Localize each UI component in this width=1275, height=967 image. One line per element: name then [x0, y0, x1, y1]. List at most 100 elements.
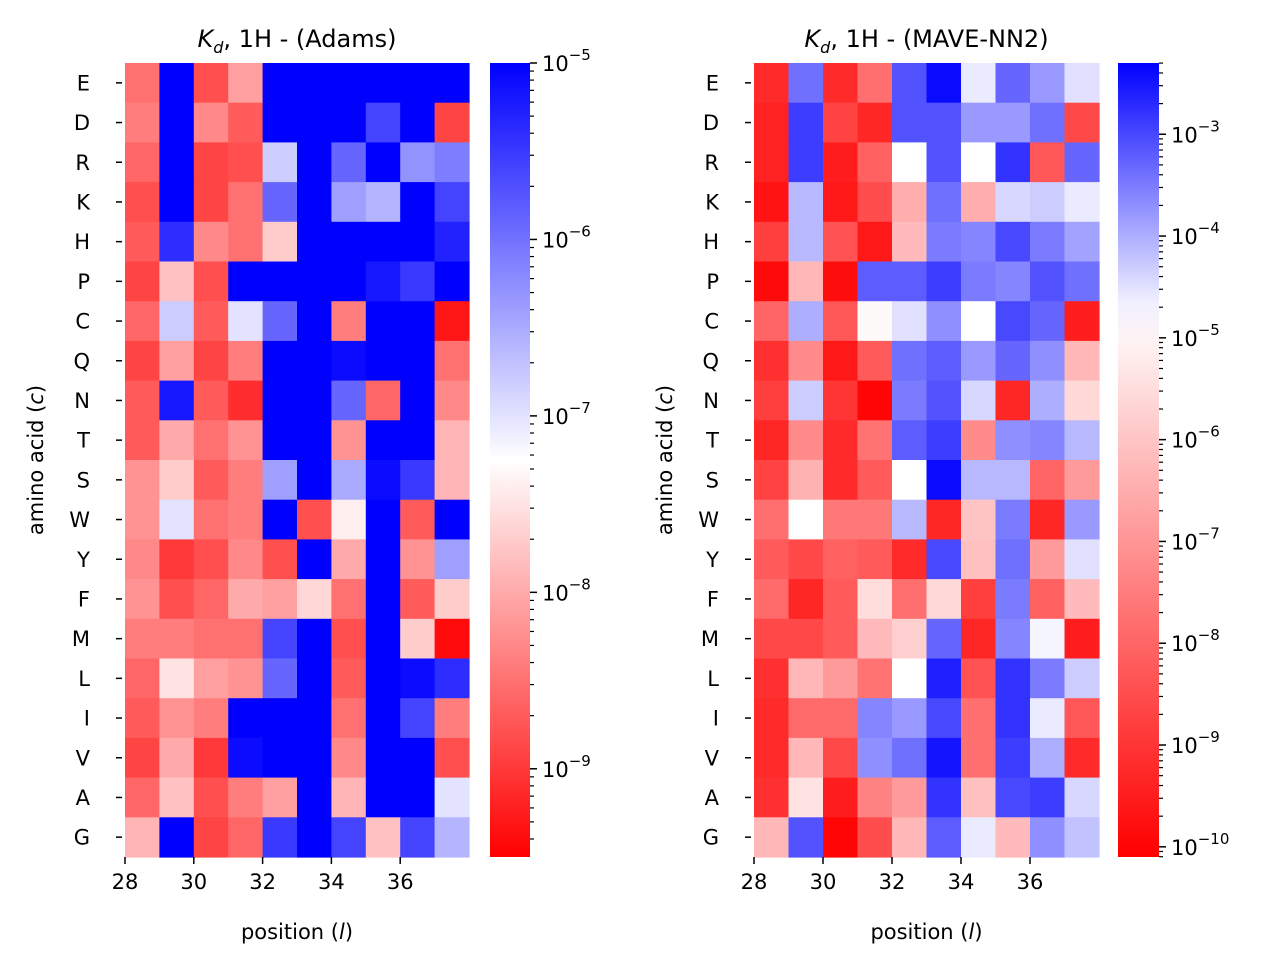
y-tick-label: M: [72, 627, 90, 651]
heatmap-cell: [1064, 63, 1100, 104]
heatmap-cell: [159, 777, 195, 818]
heatmap-cell: [400, 142, 436, 183]
heatmap-cell: [434, 499, 470, 540]
y-tick-label: D: [74, 111, 90, 135]
heatmap-cell: [434, 102, 470, 143]
heatmap-cell: [262, 63, 298, 104]
heatmap-cell: [1064, 142, 1100, 183]
heatmap-cell: [754, 460, 790, 501]
heatmap-cell: [262, 221, 298, 263]
heatmap-cell: [159, 221, 195, 263]
heatmap-cell: [754, 221, 790, 263]
heatmap-cell: [754, 142, 790, 183]
heatmap-cell: [365, 579, 401, 620]
heatmap-cell: [1064, 499, 1100, 540]
heatmap-cell: [1064, 817, 1100, 858]
heatmap-cell: [297, 301, 332, 342]
heatmap-cell: [961, 777, 997, 818]
colorbar-tick-label: 10−7: [1171, 524, 1220, 554]
y-tick-label: F: [707, 587, 719, 611]
heatmap-cell: [365, 182, 401, 223]
heatmap-cell: [159, 539, 195, 580]
heatmap-cell: [400, 420, 436, 461]
heatmap-cell: [193, 539, 229, 580]
x-tick-label: 34: [948, 870, 975, 894]
heatmap-cell: [926, 698, 962, 739]
heatmap-cell: [159, 301, 195, 342]
heatmap-cell: [159, 340, 195, 382]
heatmap-cell: [857, 539, 893, 580]
y-tick-label: P: [706, 270, 719, 294]
heatmap-cell: [857, 817, 893, 858]
heatmap-cell: [193, 460, 229, 501]
heatmap-cell: [754, 63, 790, 104]
heatmap-cell: [788, 182, 824, 223]
heatmap-cell: [995, 380, 1031, 421]
heatmap-cell: [193, 579, 229, 620]
heatmap-cell: [125, 142, 160, 183]
heatmap-cell: [297, 380, 332, 421]
heatmap-cell: [297, 539, 332, 580]
heatmap-cell: [228, 221, 264, 263]
y-tick-label: K: [705, 190, 720, 214]
heatmap-cell: [159, 182, 195, 223]
heatmap-cell: [125, 737, 160, 779]
heatmap-cell: [892, 261, 928, 302]
heatmap-cell: [193, 777, 229, 818]
heatmap-cell: [228, 63, 264, 104]
heatmap-cell: [857, 102, 893, 143]
heatmap-cell: [823, 340, 859, 382]
heatmap-cell: [228, 301, 264, 342]
heatmap-cell: [961, 817, 997, 858]
heatmap-cell: [297, 142, 332, 183]
heatmap-cell: [995, 658, 1031, 699]
heatmap-cell: [193, 142, 229, 183]
x-tick-label: 34: [318, 870, 345, 894]
heatmap-cell: [434, 737, 470, 779]
y-tick-label: Q: [702, 349, 719, 373]
heatmap-cell: [823, 63, 859, 104]
heatmap-cell: [365, 460, 401, 501]
heatmap-cell: [159, 63, 195, 104]
y-axis-label: amino acid (c): [24, 385, 48, 535]
heatmap-cell: [961, 261, 997, 302]
heatmap-cell: [926, 737, 962, 779]
heatmap-cell: [995, 539, 1031, 580]
heatmap-cell: [365, 658, 401, 699]
heatmap-cell: [788, 261, 824, 302]
y-tick-label: W: [698, 508, 719, 532]
heatmap-cell: [1030, 579, 1066, 620]
heatmap-cell: [926, 777, 962, 818]
heatmap-cell: [331, 579, 367, 620]
heatmap-cell: [926, 539, 962, 580]
heatmap-cell: [262, 777, 298, 818]
heatmap-cell: [297, 737, 332, 779]
heatmap-cell: [995, 579, 1031, 620]
y-tick-label: N: [703, 389, 719, 413]
heatmap-cell: [193, 340, 229, 382]
colorbar-tick-label: 10−5: [1171, 321, 1220, 351]
colorbar-tick-label: 10−6: [1171, 423, 1220, 453]
heatmap-cell: [400, 261, 436, 302]
heatmap-cell: [754, 658, 790, 699]
heatmap-cell: [228, 460, 264, 501]
heatmap-cell: [193, 380, 229, 421]
chart-title: Kd, 1H - (Adams): [198, 25, 397, 57]
heatmap-cell: [1030, 63, 1066, 104]
heatmap-cell: [400, 658, 436, 699]
heatmap-cell: [228, 261, 264, 302]
heatmap-cell: [926, 658, 962, 699]
heatmap-cell: [193, 301, 229, 342]
heatmap-cell: [961, 618, 997, 660]
heatmap-cell: [228, 777, 264, 818]
heatmap-cell: [365, 777, 401, 818]
heatmap-cell: [857, 261, 893, 302]
heatmap-cell: [892, 301, 928, 342]
heatmap-cell: [892, 737, 928, 779]
heatmap-cell: [297, 221, 332, 263]
heatmap-cell: [995, 737, 1031, 779]
heatmap-cell: [365, 698, 401, 739]
heatmap-cell: [1064, 698, 1100, 739]
